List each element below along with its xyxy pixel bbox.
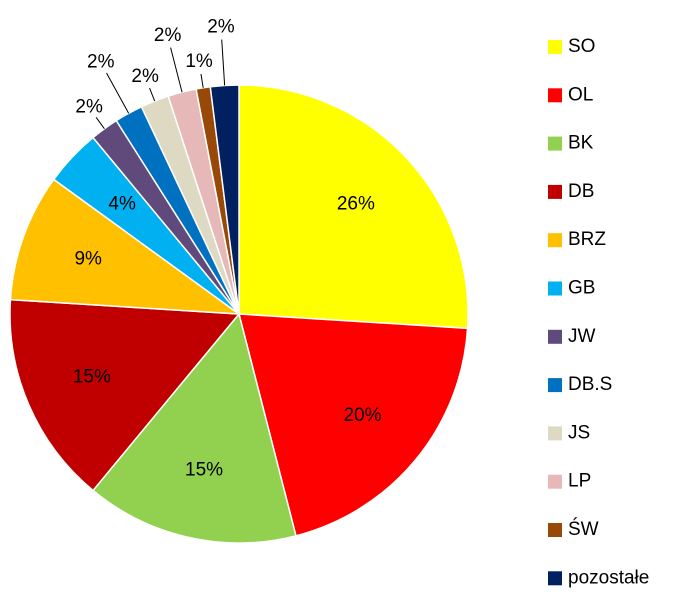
legend-swatch [548, 136, 562, 151]
legend-label: SO [568, 36, 595, 57]
leader-line [149, 87, 156, 102]
legend-label: DB.S [568, 374, 612, 395]
legend-swatch [548, 88, 562, 103]
legend-label: BRZ [568, 229, 606, 250]
data-label: 20% [343, 405, 381, 426]
data-label: 9% [74, 249, 102, 270]
pie-slice [9, 178, 242, 315]
legend-label: pozostałe [568, 567, 649, 588]
data-label: 26% [337, 193, 375, 214]
legend-label: DB [568, 181, 594, 202]
data-label: 2% [207, 17, 235, 38]
legend-label: ŚW [568, 518, 599, 540]
pie-slice [9, 298, 241, 492]
legend-swatch [548, 523, 562, 537]
legend-swatch [548, 378, 562, 393]
pie-slice [209, 84, 240, 315]
data-label: 1% [185, 51, 213, 72]
legend-swatch [548, 474, 562, 489]
legend-label: LP [568, 471, 591, 492]
leader-line [95, 117, 105, 130]
pie-slice [238, 313, 469, 537]
legend-label: BK [568, 133, 594, 154]
leader-line [221, 39, 226, 86]
data-label: 2% [87, 52, 115, 73]
pie-slice [238, 84, 469, 330]
legend-label: GB [568, 278, 595, 299]
legend-swatch [548, 329, 562, 344]
data-label: 2% [75, 97, 103, 118]
legend-label: JW [568, 326, 596, 347]
pie-slice [91, 312, 297, 544]
legend-swatch [548, 571, 562, 586]
legend-swatch [548, 426, 562, 441]
leader-line [200, 73, 204, 88]
legend-swatch [548, 40, 562, 54]
legend-label: JS [568, 422, 590, 443]
data-label: 2% [154, 25, 182, 46]
data-label: 4% [108, 193, 136, 214]
legend-swatch [548, 281, 562, 296]
data-label: 15% [73, 367, 111, 388]
data-label: 2% [131, 66, 159, 87]
data-label: 15% [185, 459, 223, 480]
leader-line [106, 72, 130, 114]
leader-line [170, 47, 183, 93]
legend-label: OL [568, 84, 593, 105]
legend-swatch [548, 184, 562, 199]
legend-swatch [548, 233, 562, 248]
